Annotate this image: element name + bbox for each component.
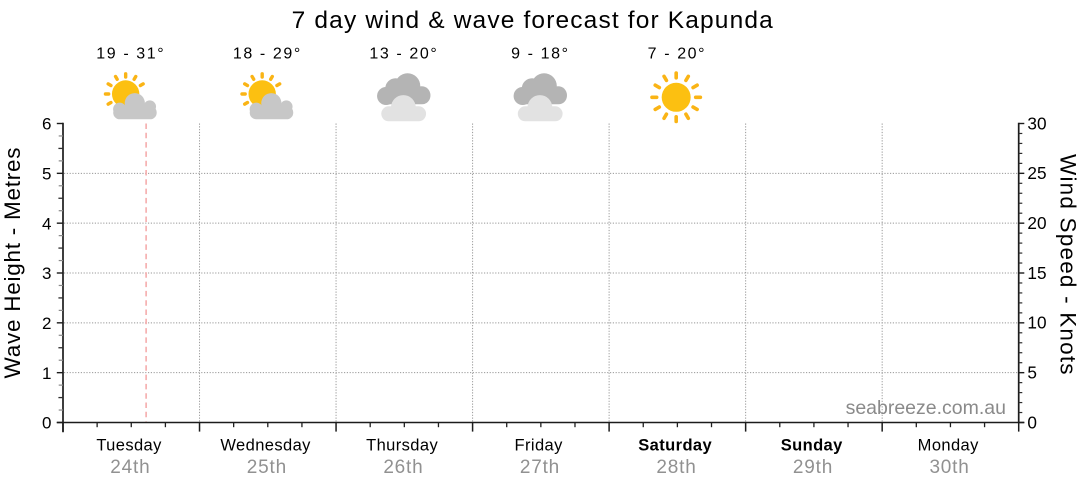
svg-text:30th: 30th <box>929 457 969 478</box>
svg-text:1: 1 <box>42 364 51 383</box>
svg-text:Monday: Monday <box>918 436 979 454</box>
svg-text:24th: 24th <box>110 457 150 478</box>
svg-text:10: 10 <box>1027 313 1046 333</box>
svg-text:Thursday: Thursday <box>366 436 438 454</box>
svg-text:Wednesday: Wednesday <box>220 436 311 454</box>
svg-text:20: 20 <box>1027 213 1046 233</box>
svg-text:25th: 25th <box>247 457 287 478</box>
svg-text:4: 4 <box>42 214 51 233</box>
svg-text:27th: 27th <box>520 457 560 478</box>
svg-text:5: 5 <box>1027 362 1037 382</box>
svg-text:7 day wind & wave forecast for: 7 day wind & wave forecast for Kapunda <box>292 7 774 34</box>
svg-text:30: 30 <box>1027 113 1046 133</box>
svg-text:6: 6 <box>42 115 51 134</box>
svg-text:28th: 28th <box>656 457 696 478</box>
svg-text:Wind Speed - Knots: Wind Speed - Knots <box>1056 154 1080 376</box>
svg-text:Saturday: Saturday <box>638 436 712 454</box>
svg-text:5: 5 <box>42 165 51 184</box>
svg-text:18 - 29°: 18 - 29° <box>233 46 302 63</box>
svg-text:19 - 31°: 19 - 31° <box>96 46 165 63</box>
svg-text:3: 3 <box>42 264 51 283</box>
svg-text:0: 0 <box>1027 412 1037 432</box>
svg-text:15: 15 <box>1027 263 1046 283</box>
svg-text:Sunday: Sunday <box>781 436 843 454</box>
svg-text:13 - 20°: 13 - 20° <box>369 46 438 63</box>
svg-text:0: 0 <box>42 414 51 433</box>
svg-text:Wave Height - Metres: Wave Height - Metres <box>0 147 25 379</box>
svg-text:29th: 29th <box>793 457 833 478</box>
svg-text:26th: 26th <box>383 457 423 478</box>
svg-text:Tuesday: Tuesday <box>96 436 162 454</box>
svg-text:9 - 18°: 9 - 18° <box>511 46 570 63</box>
svg-text:25: 25 <box>1027 163 1046 183</box>
svg-text:Friday: Friday <box>515 436 564 454</box>
svg-text:seabreeze.com.au: seabreeze.com.au <box>846 397 1006 419</box>
svg-text:2: 2 <box>42 314 51 333</box>
svg-text:7 - 20°: 7 - 20° <box>648 46 707 63</box>
